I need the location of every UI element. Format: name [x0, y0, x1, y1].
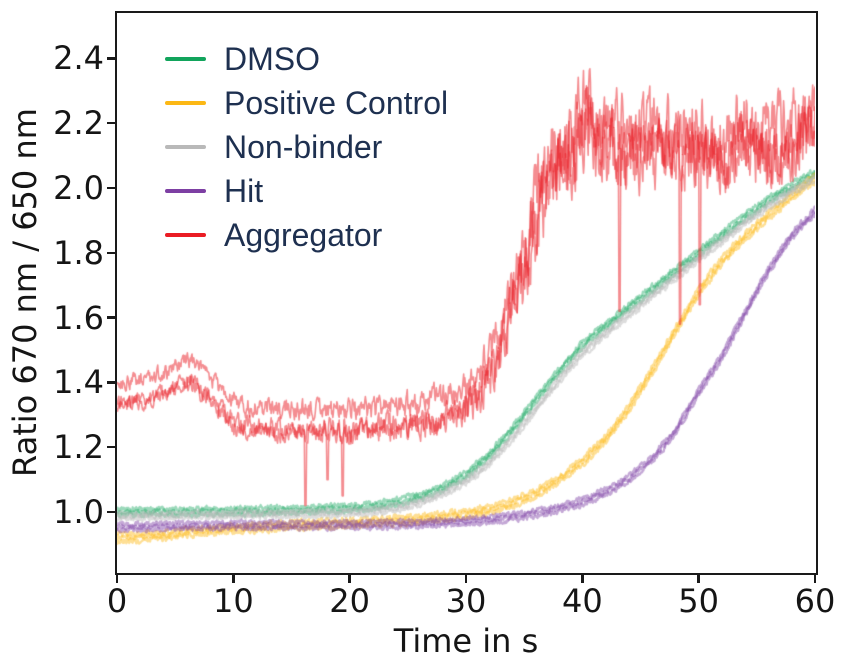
x-axis-title: Time in s	[393, 622, 539, 660]
legend-swatch-aggregator	[165, 232, 206, 238]
y-tick-label: 1.6	[53, 298, 104, 337]
legend-label-aggregator: Aggregator	[224, 216, 383, 253]
x-tick-mark	[115, 573, 119, 583]
legend-item-positive-control: Positive Control	[165, 81, 448, 125]
x-tick-mark	[581, 573, 584, 583]
x-tick-label: 40	[561, 582, 603, 620]
y-tick-mark	[107, 316, 117, 319]
legend-label-hit: Hit	[224, 172, 264, 209]
y-tick-label: 1.8	[53, 233, 104, 272]
y-tick-mark	[107, 57, 117, 60]
y-tick-mark	[107, 510, 117, 514]
legend-item-aggregator: Aggregator	[165, 213, 448, 257]
legend-swatch-positive-control	[165, 100, 206, 106]
x-tick-label: 10	[212, 582, 254, 620]
legend-swatch-dmso	[165, 56, 206, 62]
y-tick-mark	[107, 445, 117, 449]
y-tick-mark	[107, 381, 117, 384]
legend-swatch-non-binder	[165, 144, 206, 150]
y-tick-label: 2.4	[53, 39, 104, 78]
x-tick-label: 20	[329, 582, 371, 620]
x-tick-mark	[348, 573, 351, 583]
y-axis-title: Ratio 670 nm / 650 nm	[6, 108, 44, 477]
x-tick-mark	[697, 573, 700, 583]
legend: DMSO Positive Control Non-binder Hit Aggrega…	[165, 37, 448, 257]
legend-item-non-binder: Non-binder	[165, 125, 448, 169]
x-tick-mark	[813, 573, 817, 583]
legend-swatch-hit	[165, 188, 206, 194]
legend-item-hit: Hit	[165, 169, 448, 213]
x-tick-label: 60	[794, 582, 836, 620]
x-tick-label: 0	[106, 582, 128, 620]
y-tick-label: 1.4	[53, 363, 104, 402]
y-tick-label: 1.2	[53, 428, 104, 467]
y-tick-mark	[107, 121, 117, 125]
legend-label-positive-control: Positive Control	[224, 84, 449, 121]
y-tick-label: 2.2	[53, 104, 104, 143]
legend-label-non-binder: Non-binder	[224, 128, 383, 165]
x-tick-mark	[232, 573, 235, 583]
y-tick-label: 2.0	[53, 168, 104, 207]
y-tick-mark	[107, 186, 117, 190]
legend-item-dmso: DMSO	[165, 37, 448, 81]
y-tick-label: 1.0	[53, 493, 104, 532]
y-tick-mark	[107, 251, 117, 255]
chart-canvas	[117, 13, 815, 572]
x-tick-mark	[464, 573, 468, 583]
legend-label-dmso: DMSO	[224, 40, 320, 77]
x-tick-label: 30	[445, 582, 487, 620]
x-tick-label: 50	[678, 582, 720, 620]
